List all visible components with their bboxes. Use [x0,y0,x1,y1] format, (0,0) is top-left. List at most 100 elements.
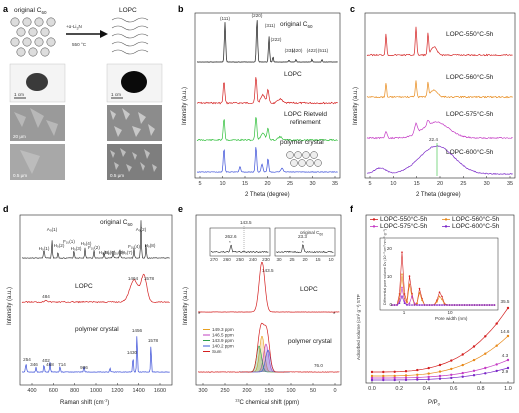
f-isotherm-point [506,306,510,310]
f-isotherm-point [461,375,464,378]
f-legend-label: LOPC-550°C-5h [380,215,428,223]
c-tick-label: 20 [437,181,443,187]
panel-f-inset-curves: 1 10 0 10 20 [387,246,496,315]
panel-e: e Intensity (a.u.) 13C chemical shift (p… [178,204,342,406]
panel-a-original-title: original C60 [14,7,47,15]
sem-lopc-particles [110,108,155,137]
panel-c-peak-value: 22.4 [429,137,438,142]
d-mode-label: H₉(4) [81,241,92,246]
f-end-value: 4.3 [502,353,509,358]
panel-e-inset-right-asterisk: * [302,240,304,245]
f-tick-label: 0.4 [423,386,431,392]
b-tick-label: 15 [242,181,248,187]
panel-f-label: f [350,204,354,214]
panel-b-peak-labels: (111) (220)(311) (222) (331)(420) (422) (511) [220,13,329,53]
f-isotherm-point [472,374,476,377]
f-isotherm-point [404,376,408,379]
panel-e-poly-value: 76.0 [314,363,323,368]
e-inset-right-tick: 15 [315,257,321,262]
d-mode-label: F₁ᵤ(4) [128,244,140,249]
panel-b: b Intensity (a.u.) 2 Theta (degree) 5 10 1… [178,4,341,198]
f-end-value: 14.6 [501,329,510,334]
e-tick-label: 100 [286,388,295,394]
f-isotherm-point [393,376,396,380]
f-tick-label: 0.6 [450,386,458,392]
panel-e-xticks: 300 250 200 150 100 50 0 [198,383,337,394]
panel-b-label-poly: polymer crystal [280,139,324,146]
f-isotherm-point [438,370,442,373]
sem-original-high-mag [10,144,65,180]
f-isotherm-point [382,370,385,374]
original-powder-blob [26,73,48,91]
panel-e-inset-ticks: 270 260 250 240 230 30 25 20 15 10 [210,257,334,262]
e-inset-right-tick: 10 [328,257,334,262]
d-curve-lopc [21,273,170,304]
panel-e-ylabel: Intensity (a.u.) [183,287,189,325]
f-isotherm-point [506,334,510,338]
b-tick-label: 35 [332,181,338,187]
d-poly-value: 346 [30,362,38,367]
panel-d-label-poly: polymer crystal [75,326,119,333]
c-curve-600 [366,145,513,175]
scale-bar-1cm-left: 1 cm [14,92,24,97]
b-curve-polymer [196,147,338,173]
f-legend-label: LOPC-560°C-5h [452,215,500,223]
panel-d-label-original: original C60 [100,219,133,227]
f-isotherm-point [450,367,453,371]
b-tick-label: 10 [219,181,225,187]
panel-e-label-lopc: LOPC [300,286,318,293]
temperature-label: 550 °C [72,42,87,47]
panel-f-legend: LOPC-550°C-5h LOPC-560°C-5h LOPC-575°C-5h L… [370,215,500,230]
sem-original-facet [20,150,40,174]
f-inset-xtick: 1 [403,310,406,315]
panel-e-inset-left-asterisk: * [229,240,231,245]
d-tick-label: 800 [70,388,79,394]
f-isotherm-point [495,369,498,373]
f-isotherm-point [427,372,430,375]
e-inset-right-tick: 30 [276,257,282,262]
b-curve-original [196,20,338,63]
f-inset-curve [392,295,495,306]
f-legend-marker [444,225,448,228]
f-isotherm-point [484,366,487,370]
panel-d-xlabel: Raman shift (cm-1) [60,398,109,407]
panel-e-lopc-peak: 143.5 [262,268,274,273]
e-curve-sum [198,322,340,373]
d-mode-label: H₉(2) [54,243,65,248]
b-tick-label: 20 [264,181,270,187]
e-inset-left-tick: 250 [236,257,244,262]
d-tick-label: 600 [49,388,58,394]
panel-b-label-lopc: LOPC [284,71,302,78]
panel-f-inset-xlabel: Pore width (nm) [435,316,468,321]
d-poly-value: 468 [46,362,54,367]
f-legend-label: LOPC-600°C-5h [452,222,500,230]
f-isotherm-point [382,374,385,378]
c-tick-label: 10 [390,181,396,187]
d-mode-label: F₁ᵤ(1) [63,239,75,244]
f-isotherm-point [416,378,419,381]
f-isotherm-point [495,363,498,366]
panel-c-label-560: LOPC-560°C-5h [446,73,494,81]
e-inset-left-tick: 260 [223,257,231,262]
f-isotherm-point [393,370,396,373]
d-mode-label: H₉(5) [99,250,110,255]
f-isotherm-point [506,366,510,370]
panel-e-inset-peak: 143.5 [240,220,252,225]
d-mode-label: F₁ᵤ(2) [88,245,100,250]
f-isotherm-point [370,376,374,380]
panel-f-end-values: 35.5 14.6 4.3 2.9 [501,299,510,374]
c60-lattice-illustration [10,17,56,57]
d-tick-label: 1400 [133,388,145,394]
b-tick-label: 30 [309,181,315,187]
f-isotherm-point [416,368,419,372]
panel-a: a original C60 LOPC +α-Li3N 550 °C [3,4,163,180]
panel-b-label-riet1: LOPC Rietveld [284,111,327,118]
f-legend-marker [372,218,376,221]
f-isotherm-point [404,370,408,373]
d-lopc-value: 1464 [128,276,139,281]
f-isotherm-point [461,353,464,356]
b-peak-label: (420) [292,48,303,53]
f-isotherm-point [382,376,385,380]
d-poly-value: 714 [58,362,66,367]
